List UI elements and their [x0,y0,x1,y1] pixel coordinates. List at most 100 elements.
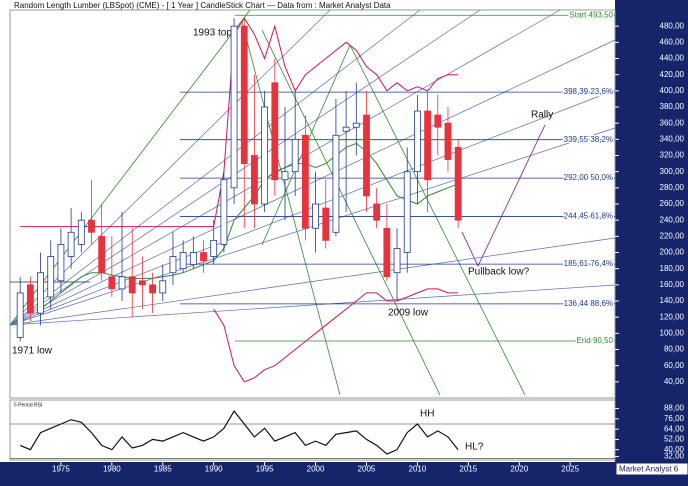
y-tick-label: 220,00 [660,231,685,240]
candle-body [261,106,269,205]
level-label: 292,00 50,0% [564,173,613,182]
footer-box [615,462,688,476]
x-tick-label: 1990 [205,465,223,474]
y-tick-label: 160,00 [660,280,685,289]
gann-line [241,21,341,396]
level-label: 339,55 38,2% [564,135,613,144]
y-tick-label: 120,00 [660,312,685,321]
x-tick-label: 1995 [256,465,274,474]
candle-body [189,252,197,266]
x-axis-panel [0,462,688,486]
fan-line [9,9,481,326]
annotation: HH [420,409,434,420]
level-label: End 90,50 [577,336,614,345]
x-tick-label: 2005 [358,465,376,474]
candle-body [363,114,370,197]
y-tick-label: 440,00 [660,54,685,63]
candle-body [47,256,55,298]
candle-body [373,203,381,221]
gann-lines [9,9,526,396]
y-tick-label: 420,00 [660,70,685,79]
y-tick-label: 60,00 [664,361,685,370]
y-tick-label: 300,00 [660,167,685,176]
candle-body [16,292,24,338]
rsi-panel [9,399,616,461]
candle-body [352,122,360,128]
y-tick-label: 40,00 [664,377,685,386]
candle-body [210,239,218,257]
x-tick-label: 1985 [154,465,172,474]
candle-body [98,235,106,274]
candle-body [271,82,279,181]
y-tick-label: 260,00 [660,199,685,208]
candle-body [240,25,248,164]
annotation: HL? [465,442,484,453]
overlay-line [40,142,459,310]
y-tick-label: 200,00 [660,248,685,257]
candle-body [179,252,187,270]
annotation: Pullback low? [468,267,530,278]
candle-body [139,280,146,286]
overlay-line [213,288,459,383]
level-label: 136,44 88,6% [564,299,613,308]
rsi-tick-label: 52,00 [664,435,685,444]
candle-body [383,227,391,278]
rsi-tick-label: 88,00 [664,404,685,413]
y-tick-label: 280,00 [660,183,685,192]
candle-body [57,244,65,282]
gann-line [349,44,526,396]
candle-body [149,284,156,294]
x-tick-label: 2015 [459,465,477,474]
candle-body [454,147,462,221]
y-tick-label: 240,00 [660,215,685,224]
x-tick-label: 1975 [52,465,70,474]
candle-body [169,256,177,274]
candle-body [393,248,401,274]
rsi-tick-label: 76,00 [664,414,685,423]
candle-body [281,171,289,181]
rsi-label: 5 Period RSI [14,402,42,408]
candle-body [230,25,238,189]
candle-body [434,114,442,128]
candle-body [37,272,44,314]
y-tick-label: 400,00 [660,86,685,95]
candle-body [128,276,136,294]
chart-title: Random Length Lumber (LBSpot) (CME) - [ … [14,1,391,10]
rsi-tick-label: 64,00 [664,424,685,433]
candle-body [67,231,75,257]
candle-body [77,219,85,245]
x-tick-label: 1980 [103,465,121,474]
y-tick-label: 80,00 [664,345,685,354]
right-axis-panel [615,0,688,462]
y-tick-label: 480,00 [660,21,685,30]
annotation: Rally [531,110,553,121]
candle-body [200,252,207,261]
candle-body [159,280,167,294]
level-label: Start 493,50 [569,10,613,19]
x-tick-label: 2020 [510,465,528,474]
projection-path [461,124,546,268]
level-label: 185,61 76,4% [564,259,613,268]
fan-line [9,9,421,326]
candle-body [291,138,299,173]
candle-body [26,284,34,314]
candle-body [108,276,116,290]
y-tick-label: 320,00 [660,151,685,160]
candle-body [444,122,452,160]
fan-line [9,237,616,326]
y-tick-label: 460,00 [660,37,685,46]
fan-line [9,284,616,326]
level-label: 398,39 23,6% [564,87,613,96]
candle-body [342,126,350,132]
footer: Market Analyst 6 [619,465,679,474]
rsi-tick-label: 32,00 [664,452,685,461]
candle-body [251,155,258,205]
candle-body [332,134,340,233]
y-tick-label: 340,00 [660,134,685,143]
annotation: 2009 low [388,308,429,319]
x-tick-label: 2025 [561,465,579,474]
candle-body [322,207,330,241]
gann-line [261,29,441,396]
annotation: 1971 low [12,346,53,357]
